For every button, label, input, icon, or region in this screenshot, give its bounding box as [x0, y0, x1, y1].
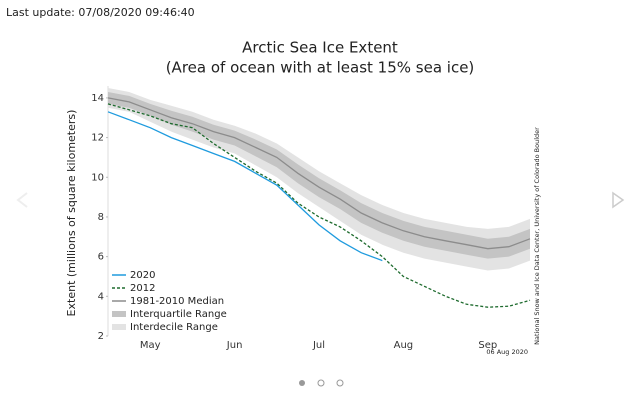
chart-subtitle: (Area of ocean with at least 15% sea ice…: [166, 59, 475, 77]
legend-label: 2020: [130, 270, 155, 281]
y-tick-label: 10: [91, 172, 104, 183]
legend-label: Interquartile Range: [130, 309, 227, 320]
x-tick-label: Aug: [394, 340, 414, 351]
prev-arrow[interactable]: [16, 192, 28, 208]
page-dot[interactable]: [299, 380, 305, 386]
y-tick-label: 2: [98, 331, 104, 342]
y-tick-label: 4: [98, 291, 104, 302]
legend-label: Interdecile Range: [130, 322, 218, 333]
series-line: [107, 111, 383, 262]
x-tick-label: Jul: [312, 340, 325, 351]
last-update: Last update: 07/08/2020 09:46:40: [6, 6, 195, 19]
legend-label: 1981-2010 Median: [130, 296, 224, 307]
date-stamp: 06 Aug 2020: [486, 348, 528, 356]
y-tick-label: 14: [91, 93, 104, 104]
y-tick-label: 6: [98, 252, 104, 263]
page-dot[interactable]: [336, 379, 344, 387]
x-tick-label: Jun: [226, 340, 243, 351]
plot: 2 4 6 8 10 12 14 May Jun Jul Aug Sep 2020 2012 1981-20…: [91, 86, 531, 351]
page-dot[interactable]: [317, 379, 325, 387]
y-tick-label: 12: [91, 133, 104, 144]
legend-label: 2012: [130, 283, 155, 294]
series-line: [107, 97, 531, 250]
range-band: [108, 92, 530, 259]
x-tick-label: Sep: [478, 340, 497, 351]
next-arrow[interactable]: [612, 191, 625, 209]
y-axis-label: Extent (millions of square kilometers): [65, 110, 78, 317]
x-tick-label: May: [140, 340, 161, 351]
chart-title: Arctic Sea Ice Extent: [242, 39, 398, 57]
y-tick-label: 8: [98, 212, 104, 223]
credit: National Snow and Ice Data Center, Unive…: [533, 127, 541, 345]
